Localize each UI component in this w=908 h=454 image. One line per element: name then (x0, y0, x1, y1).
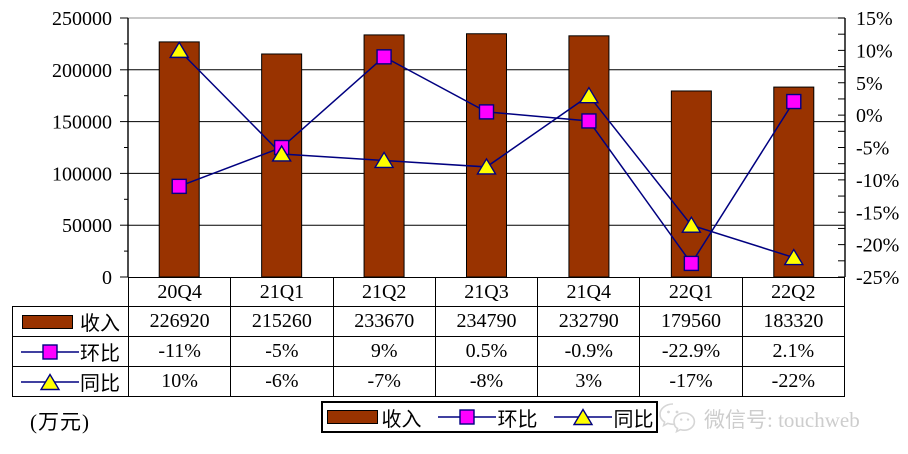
qoq-marker-20Q4 (171, 178, 187, 195)
revenue-bars (158, 33, 815, 278)
revenue-cell-20Q4: 226920 (127, 306, 232, 337)
revenue-bar-21Q4 (568, 35, 610, 278)
revenue-bar-21Q3 (466, 33, 507, 278)
legend-label: 环比 (497, 408, 538, 431)
row-header-qoq: 环比 (12, 336, 129, 367)
right-axis-tick-label: -20% (856, 235, 899, 257)
qoq-cell-20Q4: -11% (127, 336, 232, 367)
chart-legend: 收入 环比 同比 (321, 401, 658, 433)
category-label: 21Q2 (332, 277, 436, 307)
left-axis-tick-label: 150000 (52, 112, 112, 134)
qoq-cell-21Q1: -5% (230, 336, 334, 367)
row-header-revenue: 收入 (12, 306, 129, 337)
legend-label: 收入 (381, 408, 422, 431)
right-axis-tick-label: -25% (856, 267, 899, 289)
table-corner-cell (12, 277, 129, 307)
yoy-cell-22Q2: -22% (741, 366, 846, 397)
left-axis-tick-label: 200000 (52, 60, 112, 82)
yoy-marker-22Q2 (783, 248, 805, 266)
revenue-swatch-icon (326, 410, 378, 424)
right-axis-tick-label: -5% (856, 138, 889, 160)
category-label: 20Q4 (127, 277, 232, 307)
qoq-marker-21Q2 (376, 49, 392, 65)
yoy-cell-21Q2: -7% (332, 366, 436, 397)
category-label: 21Q4 (537, 277, 641, 307)
yoy-cell-21Q4: 3% (537, 366, 641, 397)
yoy-cell-21Q3: -8% (434, 366, 539, 397)
yoy-marker-icon (21, 372, 79, 390)
qoq-cell-22Q2: 2.1% (741, 336, 846, 367)
legend-label: 同比 (613, 408, 654, 431)
revenue-cell-22Q2: 183320 (741, 306, 846, 337)
category-label: 22Q1 (639, 277, 743, 307)
right-axis-tick-label: 15% (856, 8, 893, 30)
right-axis-tick-label: 0% (856, 105, 883, 127)
revenue-bar-21Q1 (261, 53, 303, 278)
legend-item-qoq: 环比 (437, 403, 538, 432)
yoy-marker-21Q2 (373, 151, 395, 169)
right-axis-tick-label: -15% (856, 202, 899, 224)
revenue-bar-22Q2 (773, 86, 815, 278)
qoq-marker-icon (437, 409, 496, 425)
chart-data-table: 20Q4 21Q1 21Q2 21Q3 21Q4 22Q1 22Q2 收入 226920 2152… (12, 277, 846, 397)
right-axis-tick-label: 5% (856, 73, 883, 95)
qoq-marker-21Q4 (581, 113, 597, 129)
qoq-marker-icon (21, 343, 79, 360)
axis-ticks (120, 17, 845, 278)
yoy-marker-22Q1 (681, 215, 702, 233)
watermark: 微信号: touchweb (658, 401, 860, 437)
qoq-cell-21Q2: 9% (332, 336, 436, 367)
yoy-marker-21Q3 (476, 157, 497, 175)
yoy-marker-icon (553, 408, 612, 426)
qoq-cell-22Q1: -22.9% (639, 336, 743, 367)
wechat-icon (659, 403, 696, 434)
revenue-cell-21Q4: 232790 (537, 306, 641, 337)
revenue-cell-22Q1: 179560 (639, 306, 743, 337)
row-header-label: 收入 (80, 313, 120, 335)
qoq-marker-22Q2 (786, 93, 802, 110)
right-axis-tick-label: -10% (856, 170, 899, 192)
qoq-marker-21Q3 (478, 104, 495, 120)
revenue-swatch-icon (22, 314, 73, 329)
revenue-bar-22Q1 (670, 90, 712, 278)
qoq-marker-22Q1 (683, 255, 700, 272)
category-label: 21Q3 (434, 277, 539, 307)
revenue-bar-20Q4 (158, 41, 200, 278)
category-label: 21Q1 (230, 277, 334, 307)
yoy-marker-21Q1 (271, 144, 292, 162)
row-header-label: 同比 (80, 373, 120, 395)
left-axis-tick-label: 250000 (52, 8, 112, 30)
watermark-text: 微信号: touchweb (704, 408, 860, 432)
yoy-cell-22Q1: -17% (639, 366, 743, 397)
revenue-cell-21Q1: 215260 (230, 306, 334, 337)
yoy-marker-21Q4 (578, 86, 600, 104)
yoy-marker-20Q4 (168, 41, 190, 59)
revenue-cell-21Q3: 234790 (434, 306, 539, 337)
category-label: 22Q2 (741, 277, 846, 307)
yoy-markers (168, 41, 805, 266)
left-axis-tick-label: 50000 (62, 215, 112, 237)
left-axis-tick-label: 100000 (52, 163, 112, 185)
legend-item-revenue: 收入 (326, 403, 422, 432)
revenue-cell-21Q2: 233670 (332, 306, 436, 337)
unit-label: (万元) (30, 410, 90, 434)
yoy-cell-20Q4: 10% (127, 366, 232, 397)
row-header-label: 环比 (80, 343, 120, 365)
legend-item-yoy: 同比 (553, 403, 654, 432)
yoy-cell-21Q1: -6% (230, 366, 334, 397)
row-header-yoy: 同比 (12, 366, 129, 397)
qoq-cell-21Q3: 0.5% (434, 336, 539, 367)
qoq-cell-21Q4: -0.9% (537, 336, 641, 367)
right-axis-tick-label: 10% (856, 40, 893, 62)
